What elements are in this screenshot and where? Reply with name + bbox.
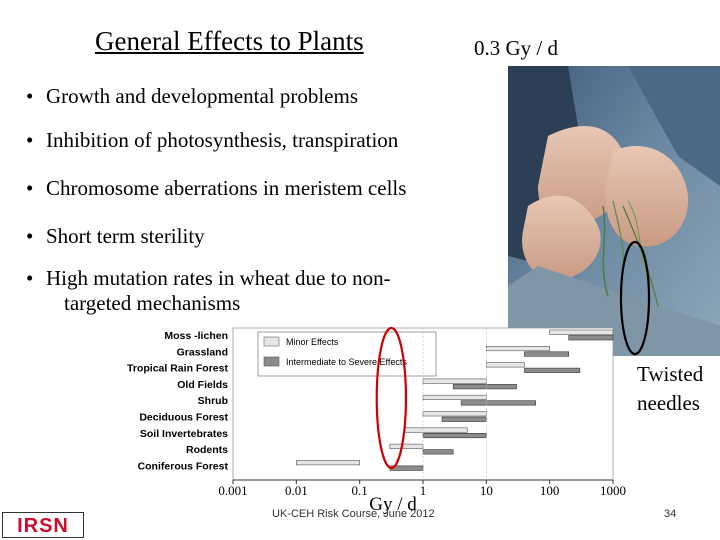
category-label: Tropical Rain Forest (127, 363, 228, 375)
x-axis-label: Gy / d (369, 494, 417, 515)
bar-minor (486, 345, 550, 352)
bullet-text: Inhibition of photosynthesis, transpirat… (46, 128, 399, 152)
bullet-dot-icon: • (26, 266, 34, 290)
bullet-dot-icon: • (26, 84, 34, 108)
x-tick-label: 10 (480, 483, 493, 498)
bar-severe (460, 400, 536, 406)
bar-minor (486, 362, 525, 368)
dose-label: 0.3 Gy / d (474, 36, 558, 60)
bullet-dot-icon: • (26, 224, 34, 248)
slide-title: General Effects to Plants (95, 26, 364, 56)
bullet-item: • High mutation rates in wheat due to non… (26, 266, 391, 316)
page-number: 34 (664, 508, 677, 520)
bullet-dot-icon: • (26, 176, 34, 200)
x-tick-label: 0.1 (352, 483, 368, 498)
x-tick-label: 0.001 (218, 483, 247, 498)
bar-severe (452, 384, 517, 390)
bar-severe (524, 351, 570, 357)
category-label: Deciduous Forest (139, 412, 228, 424)
bullet-item: • Inhibition of photosynthesis, transpira… (26, 128, 398, 153)
bar-minor (403, 427, 468, 433)
bar-severe (422, 449, 454, 455)
photo-caption-line: Twisted (637, 362, 704, 386)
bar-minor (422, 394, 487, 400)
bar-severe (422, 433, 487, 439)
bar-minor (422, 411, 487, 417)
bar-severe (568, 335, 614, 341)
bullet-item: • Growth and developmental problems (26, 84, 358, 109)
category-label: Rodents (186, 444, 228, 456)
bar-minor (296, 460, 360, 466)
category-label: Coniferous Forest (138, 460, 229, 472)
footer-text: UK-CEH Risk Course, June 2012 (272, 508, 435, 520)
bullet-text: Short term sterility (46, 224, 205, 248)
bar-minor (422, 378, 487, 384)
legend-swatch-minor (263, 336, 280, 347)
bullet-item: • Chromosome aberrations in meristem cell… (26, 176, 406, 201)
bar-minor (549, 329, 614, 335)
chart-legend: Minor Effects Intermediate to Severe Eff… (257, 331, 437, 377)
category-label: Moss -lichen (164, 330, 228, 342)
x-tick-label: 1000 (600, 483, 626, 498)
bar-severe (441, 416, 487, 422)
photo-caption: Twisted needles (637, 360, 703, 418)
bullet-text: Chromosome aberrations in meristem cells (46, 176, 407, 200)
legend-swatch-severe (263, 356, 280, 367)
bullet-dot-icon: • (26, 128, 34, 152)
irsn-logo: IRSN (2, 512, 84, 538)
hands-needles-photo (508, 66, 720, 356)
bullet-text-continued: targeted mechanisms (64, 291, 241, 315)
category-label: Soil Invertebrates (140, 428, 228, 440)
bullet-text: High mutation rates in wheat due to non- (46, 266, 391, 290)
x-tick-label: 0.01 (285, 483, 308, 498)
legend-label: Intermediate to Severe Effects (286, 357, 407, 367)
bullet-item: • Short term sterility (26, 224, 205, 249)
highlight-dose-ellipse (375, 326, 408, 470)
irsn-logo-text: IRSN (17, 515, 69, 537)
x-tick-label: 1 (420, 483, 427, 498)
photo-caption-line: needles (637, 391, 700, 415)
legend-label: Minor Effects (286, 337, 339, 347)
bullet-text: Growth and developmental problems (46, 84, 359, 108)
x-tick-label: 100 (540, 483, 560, 498)
category-label: Shrub (198, 395, 228, 407)
bar-severe (524, 367, 581, 373)
category-label: Grassland (177, 346, 228, 358)
bar-minor (389, 443, 424, 449)
category-label: Old Fields (177, 379, 228, 391)
radiation-effects-chart: Minor Effects Intermediate to Severe Eff… (127, 326, 626, 515)
highlight-ellipse (619, 240, 651, 356)
